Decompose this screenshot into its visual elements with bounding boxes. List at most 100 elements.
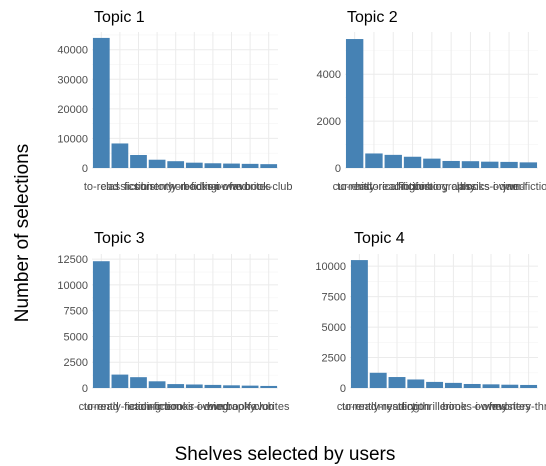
bar-book-club — [241, 385, 259, 388]
panel-title: Topic 3 — [94, 230, 145, 247]
bar-fiction — [130, 154, 147, 168]
y-tick-label: 10000 — [57, 280, 88, 292]
bar-crime — [444, 382, 462, 388]
x-tick-label: thriller — [420, 401, 450, 413]
y-tick-label: 5000 — [64, 331, 88, 343]
x-tick-label: owned — [197, 401, 229, 413]
bar-historical-fiction — [384, 154, 402, 168]
x-tick-label: to-read — [84, 401, 119, 413]
x-tick-label: classics — [101, 181, 140, 193]
panel-4: Topic 4 0 2500 5000 7500 10000 to-readcurrentl… — [315, 230, 546, 413]
x-tick-label: biography — [207, 401, 256, 413]
x-tick-label: favorites — [248, 401, 290, 413]
y-tick-label: 40000 — [57, 45, 88, 57]
y-tick-label: 7500 — [64, 306, 88, 318]
bar-favorites — [501, 384, 519, 388]
panel-title: Topic 4 — [354, 230, 405, 247]
bar-to-read — [92, 37, 110, 169]
y-tick-label: 7500 — [322, 292, 346, 304]
x-tick-label: currently-reading — [79, 401, 162, 413]
x-tick-label: books-i-own — [183, 181, 242, 193]
panel-3: Topic 3 0 2500 5000 7500 10000 12500 to-readcur… — [57, 230, 290, 413]
y-tick-label: 5000 — [322, 322, 346, 334]
bar-currently-reading — [167, 161, 185, 168]
bar-books-i-own — [204, 163, 222, 168]
y-tick-label: 0 — [82, 163, 88, 175]
bar-non-fiction — [148, 381, 166, 388]
x-tick-label: fiction — [124, 401, 153, 413]
y-tick-label: 12500 — [57, 254, 88, 266]
bar-history — [148, 159, 166, 168]
bar-books-i-own — [185, 384, 203, 388]
y-tick-label: 10000 — [57, 133, 88, 145]
bar-fiction — [403, 156, 422, 168]
bar-to-read — [345, 39, 364, 168]
y-tick-label: 0 — [340, 383, 346, 395]
bar-memoir — [167, 384, 185, 388]
x-tick-label: non-fiction — [169, 181, 220, 193]
panel-2: Topic 2 0 2000 4000 to-readcurrently-reading… — [317, 9, 546, 193]
x-tick-label: favorites — [489, 401, 531, 413]
y-tick-label: 4000 — [317, 69, 341, 81]
x-tick-label: fiction — [401, 401, 430, 413]
bar-owned — [482, 384, 500, 388]
bar-biography — [442, 160, 460, 168]
bar-classics — [111, 143, 129, 168]
x-tick-label: classics — [451, 181, 490, 193]
y-tick-label: 20000 — [57, 104, 88, 116]
bar-currently-reading — [111, 374, 129, 388]
bar-to-read — [350, 260, 368, 388]
x-tick-label: historical-fiction — [355, 181, 431, 193]
x-tick-label: to-read — [84, 181, 119, 193]
x-tick-label: fiction — [398, 181, 427, 193]
x-tick-label: biography — [427, 181, 476, 193]
bar-owned — [500, 161, 518, 168]
bar-classics — [461, 161, 480, 168]
bar-fiction — [130, 377, 147, 388]
x-tick-label: currently-reading — [333, 181, 416, 193]
x-tick-label: books-i-own — [165, 401, 224, 413]
x-tick-label: crime — [440, 401, 467, 413]
bar-owned — [204, 384, 222, 388]
bar-books-i-own — [463, 383, 481, 388]
x-tick-label: book-club — [245, 181, 293, 193]
bar-currently-reading — [365, 153, 383, 168]
x-tick-label: currently-reading — [337, 401, 420, 413]
bar-book-club — [260, 164, 278, 168]
bar-history — [423, 158, 441, 168]
x-tick-label: history — [141, 181, 174, 193]
panel-title: Topic 1 — [94, 9, 145, 26]
x-tick-label: fiction — [124, 181, 153, 193]
bar-mystery — [388, 377, 406, 388]
x-tick-label: currently-reading — [134, 181, 217, 193]
y-axis-title: Number of selections — [12, 144, 33, 322]
x-tick-label: owned — [215, 181, 247, 193]
bar-to-read — [92, 261, 110, 388]
bar-non-fiction — [185, 162, 203, 168]
y-tick-label: 2500 — [64, 357, 88, 369]
x-tick-label: to-read — [337, 181, 372, 193]
bar-favorites — [260, 385, 278, 388]
x-tick-label: owned — [493, 181, 525, 193]
bar-mystery-thriller — [520, 384, 538, 388]
panel-1: Topic 1 0 10000 20000 30000 40000 to-readclass… — [57, 9, 292, 193]
x-tick-label: book-club — [226, 401, 274, 413]
x-axis-title: Shelves selected by users — [175, 444, 396, 465]
y-tick-label: 10000 — [315, 261, 346, 273]
x-tick-label: books-i-own — [460, 181, 519, 193]
bar-favorites — [241, 163, 259, 168]
bar-jam-fiction — [519, 162, 538, 168]
x-tick-label: jam-fiction — [502, 181, 546, 193]
y-tick-label: 2500 — [322, 353, 346, 365]
x-tick-label: books-i-own — [443, 401, 502, 413]
y-tick-label: 30000 — [57, 74, 88, 86]
y-tick-label: 0 — [82, 383, 88, 395]
bar-thriller — [426, 381, 444, 388]
y-tick-label: 2000 — [317, 116, 341, 128]
bar-biography — [223, 385, 240, 388]
x-tick-label: owned — [475, 401, 507, 413]
x-tick-label: memoir — [157, 401, 194, 413]
bar-owned — [223, 163, 240, 168]
x-tick-label: non-fiction — [132, 401, 183, 413]
